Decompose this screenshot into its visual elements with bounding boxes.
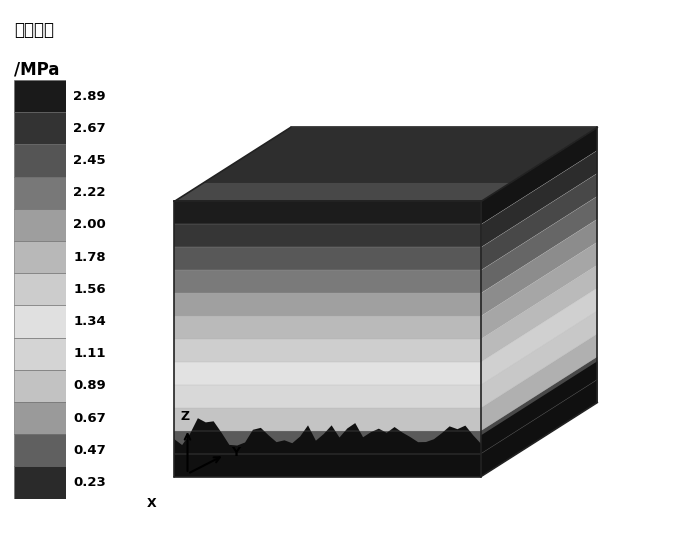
Polygon shape [481,311,598,408]
Polygon shape [481,361,598,477]
Text: X: X [147,498,157,510]
Bar [14,338,66,370]
Bar [14,273,66,305]
Polygon shape [174,316,481,339]
Bar [14,241,66,273]
Text: 1.34: 1.34 [73,315,106,328]
Text: /MPa: /MPa [14,61,59,79]
Polygon shape [481,150,598,247]
Polygon shape [481,334,598,431]
Polygon shape [481,127,598,224]
Polygon shape [174,202,481,224]
Polygon shape [174,362,481,385]
Polygon shape [481,265,598,362]
Polygon shape [174,183,510,202]
Bar [14,209,66,241]
Bar [14,370,66,402]
Polygon shape [481,356,598,453]
Text: 1.11: 1.11 [73,347,106,360]
Text: 2.89: 2.89 [73,89,106,102]
Text: 2.67: 2.67 [73,122,106,134]
Text: 0.47: 0.47 [73,444,106,457]
Polygon shape [174,127,598,202]
Text: 1.56: 1.56 [73,283,106,296]
Text: 0.89: 0.89 [73,380,106,392]
Polygon shape [481,173,598,270]
Polygon shape [481,219,598,316]
Polygon shape [174,418,481,477]
Bar [14,434,66,467]
Bar [14,112,66,144]
Text: Z: Z [180,409,189,423]
Polygon shape [174,408,481,431]
Bar [14,467,66,499]
Text: 0.23: 0.23 [73,476,106,489]
Text: 1.78: 1.78 [73,251,106,263]
Bar [14,80,66,112]
Polygon shape [174,293,481,316]
Polygon shape [174,431,481,453]
Text: 2.22: 2.22 [73,186,106,199]
Bar [14,144,66,176]
Polygon shape [481,288,598,385]
Text: 0.67: 0.67 [73,412,106,425]
Text: 2.45: 2.45 [73,154,106,167]
Text: 孔隙压力: 孔隙压力 [14,21,54,39]
Polygon shape [174,247,481,270]
Polygon shape [481,196,598,293]
Polygon shape [174,339,481,362]
Text: 2.00: 2.00 [73,218,106,231]
Bar [14,176,66,209]
Polygon shape [481,242,598,339]
Polygon shape [174,224,481,247]
Polygon shape [174,453,481,477]
Bar [14,402,66,434]
Polygon shape [174,270,481,293]
Polygon shape [481,380,598,477]
Text: Y: Y [231,446,240,459]
Bar [14,305,66,338]
Polygon shape [174,385,481,408]
